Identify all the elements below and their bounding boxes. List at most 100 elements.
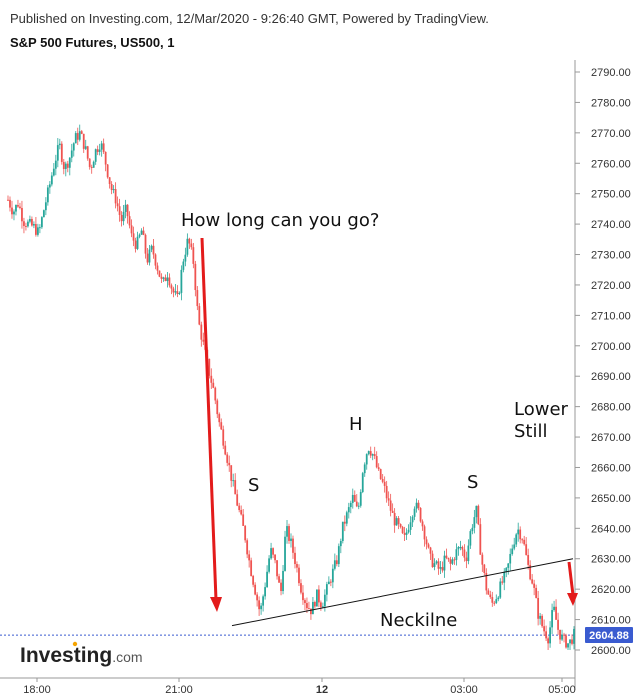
- y-tick-label: 2700.00: [591, 341, 631, 353]
- candle-body: [58, 143, 61, 146]
- candle-body: [132, 233, 135, 241]
- candle-body: [565, 635, 567, 648]
- candle-body: [76, 133, 79, 140]
- candle-body: [323, 594, 326, 607]
- candle-body: [497, 597, 500, 600]
- candle-body: [68, 157, 71, 168]
- candle-body: [13, 211, 15, 215]
- candle-body: [319, 602, 322, 608]
- candle-body: [254, 584, 257, 595]
- candle-body: [168, 277, 171, 286]
- candle-body: [375, 456, 378, 468]
- candle-body: [278, 576, 280, 583]
- candle-body: [270, 548, 272, 559]
- candle-body: [128, 216, 131, 226]
- candle-body: [495, 599, 498, 603]
- candle-body: [176, 291, 179, 295]
- candle-body: [519, 529, 522, 540]
- candle-body: [491, 597, 494, 603]
- candle-body: [321, 606, 324, 608]
- candle-body: [274, 554, 276, 561]
- candle-body: [210, 375, 213, 383]
- y-tick-label: 2670.00: [591, 432, 631, 444]
- candle-body: [74, 133, 77, 144]
- candle-body: [435, 561, 438, 564]
- candle-body: [140, 230, 143, 235]
- candle-body: [138, 234, 141, 237]
- candle-body: [208, 358, 211, 376]
- last-price-value: 2604.88: [589, 630, 629, 642]
- candle-body: [341, 521, 344, 542]
- candle-body: [411, 516, 414, 523]
- candle-body: [294, 552, 296, 565]
- candle-body: [369, 451, 372, 456]
- candle-body: [525, 544, 528, 555]
- candle-body: [136, 236, 139, 249]
- candle-body: [280, 582, 282, 592]
- candle-body: [413, 508, 416, 517]
- y-axis-ticks: 2600.00 2610.00 2620.00 2630.00 2640.00 2650.…: [575, 67, 631, 657]
- candle-body: [314, 602, 316, 607]
- candle-body: [142, 230, 145, 235]
- candle-body: [182, 261, 185, 270]
- candle-body: [551, 610, 553, 628]
- candle-body: [42, 210, 45, 218]
- x-tick-label: 03:00: [450, 684, 478, 696]
- candle-body: [443, 555, 446, 571]
- candle-body: [212, 382, 215, 388]
- candle-body: [405, 532, 408, 535]
- candle-body: [296, 564, 298, 568]
- candle-body: [306, 603, 308, 609]
- candle-body: [238, 505, 241, 511]
- candle-body: [88, 158, 91, 167]
- candle-body: [537, 597, 540, 619]
- candle-body: [527, 554, 530, 565]
- candle-body: [214, 387, 217, 401]
- candle-body: [501, 581, 504, 583]
- y-tick-label: 2730.00: [591, 250, 631, 262]
- candle-body: [220, 422, 223, 430]
- candle-body: [529, 564, 532, 580]
- candle-body: [361, 473, 364, 492]
- candle-body: [567, 643, 569, 648]
- candle-body: [96, 149, 99, 152]
- candle-body: [393, 512, 396, 526]
- candle-body: [192, 247, 195, 264]
- x-axis-ticks: 18:00 21:00 12 03:00 05:00: [23, 678, 576, 696]
- candle-body: [549, 627, 551, 644]
- candle-body: [535, 587, 538, 598]
- candle-body: [359, 491, 362, 506]
- candle-body: [228, 462, 231, 466]
- candle-body: [272, 548, 274, 555]
- annotation-right-shoulder: S: [467, 472, 478, 493]
- candle-body: [33, 224, 35, 226]
- candle-body: [553, 606, 555, 611]
- candle-body: [517, 529, 520, 535]
- candle-body: [503, 571, 506, 583]
- x-tick-label: 12: [316, 684, 328, 696]
- candle-body: [70, 150, 73, 158]
- candle-body: [397, 518, 400, 525]
- candle-body: [224, 445, 227, 455]
- annotation-still: Still: [514, 421, 548, 442]
- candle-body: [457, 547, 460, 550]
- candle-body: [561, 634, 563, 640]
- candle-body: [447, 557, 450, 560]
- candle-body: [188, 238, 191, 244]
- logo-dot: [72, 641, 78, 647]
- candle-body: [162, 277, 165, 279]
- candle-body: [316, 589, 318, 607]
- annotation-how-long: How long can you go?: [181, 210, 379, 231]
- candle-body: [308, 608, 310, 610]
- candle-body: [381, 478, 384, 482]
- candle-body: [196, 290, 199, 307]
- y-tick-label: 2750.00: [591, 189, 631, 201]
- candle-body: [331, 568, 334, 583]
- candle-body: [286, 526, 288, 537]
- x-tick-label: 05:00: [548, 684, 576, 696]
- y-tick-label: 2710.00: [591, 310, 631, 322]
- candle-body: [246, 540, 249, 555]
- annotation-head: H: [349, 414, 363, 435]
- candle-body: [120, 214, 123, 222]
